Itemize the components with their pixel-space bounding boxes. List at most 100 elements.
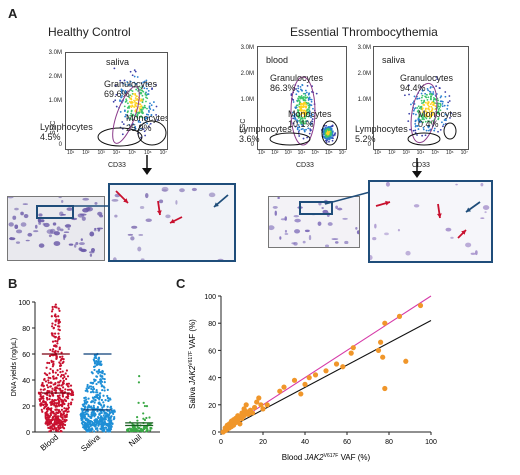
- cell-mark: [308, 234, 312, 241]
- flow-event-dot: [126, 81, 129, 83]
- data-point: [84, 405, 87, 408]
- data-point: [55, 411, 58, 414]
- arrow-icon: [157, 200, 162, 216]
- arrow-icon: [115, 190, 129, 204]
- cell-mark: [79, 242, 85, 246]
- data-point: [143, 427, 146, 431]
- flow-event-dot: [432, 98, 435, 101]
- flow-event-dot: [421, 107, 424, 110]
- data-point: [149, 429, 152, 432]
- data-point: [58, 419, 61, 423]
- flow-event-dot: [325, 129, 328, 132]
- data-point: [65, 377, 68, 381]
- flow-event-dot: [440, 121, 443, 124]
- cell-mark: [293, 241, 298, 246]
- flow-event-dot: [121, 121, 124, 123]
- arrow-icon: [457, 229, 467, 239]
- cell-mark: [58, 197, 62, 199]
- flow-event-dot: [446, 114, 449, 117]
- flow-event-dot: [130, 100, 133, 103]
- cell-mark: [208, 192, 216, 198]
- panel-c-letter: C: [176, 276, 186, 291]
- data-point: [42, 397, 45, 400]
- flow-event-dot: [420, 96, 423, 99]
- flow-event-dot: [422, 121, 425, 124]
- flow-event-dot: [303, 99, 305, 102]
- flow-event-dot: [301, 84, 304, 86]
- flow-event-dot: [424, 109, 427, 111]
- flow-event-dot: [324, 130, 327, 133]
- cell-mark: [20, 222, 27, 227]
- flow-event-dot: [298, 129, 301, 132]
- flow-event-dot: [128, 100, 131, 103]
- zoom-region-box: [299, 201, 333, 215]
- flow-event-dot: [290, 93, 293, 95]
- data-point: [87, 397, 90, 400]
- flow-event-dot: [128, 124, 131, 126]
- data-point: [102, 427, 105, 430]
- data-point: [63, 418, 66, 421]
- flow-event-dot: [142, 98, 145, 101]
- data-point: [149, 427, 153, 430]
- flow-event-dot: [437, 130, 439, 133]
- y-tick-label: 60: [22, 352, 30, 359]
- flow-event-dot: [131, 90, 134, 93]
- data-point: [45, 373, 48, 376]
- data-point: [52, 377, 55, 380]
- flow-event-dot: [139, 121, 142, 124]
- flow-event-dot: [420, 99, 423, 102]
- flow-event-dot: [125, 113, 127, 116]
- flow2-density: [269, 76, 339, 146]
- data-point: [66, 385, 70, 388]
- flow-event-dot: [119, 100, 121, 103]
- data-point: [59, 367, 62, 371]
- cell-mark: [23, 213, 29, 219]
- flow-event-dot: [420, 92, 423, 95]
- flow-event-dot: [145, 96, 147, 99]
- flow-event-dot: [427, 101, 430, 103]
- data-point: [302, 381, 308, 387]
- data-point: [298, 391, 304, 397]
- data-point: [260, 406, 266, 412]
- data-point: [89, 424, 92, 428]
- flow-event-dot: [444, 113, 447, 116]
- flow-event-dot: [323, 135, 325, 138]
- data-point: [63, 414, 66, 417]
- data-point: [40, 384, 43, 387]
- data-point: [101, 370, 104, 373]
- data-point: [41, 381, 44, 385]
- flow-event-dot: [296, 126, 299, 129]
- data-point: [67, 395, 70, 398]
- data-point: [142, 417, 145, 420]
- flow-event-dot: [139, 99, 142, 102]
- et-saliva-micrograph: [268, 196, 360, 248]
- flow-event-dot: [144, 134, 147, 137]
- data-point: [104, 412, 107, 415]
- data-point: [89, 391, 93, 394]
- data-point: [49, 381, 52, 384]
- data-point: [58, 384, 61, 387]
- flow-event-dot: [308, 109, 311, 112]
- data-point: [83, 421, 87, 424]
- data-point: [63, 423, 67, 427]
- flow-event-dot: [409, 128, 411, 131]
- flow-event-dot: [435, 76, 438, 78]
- flow-event-dot: [297, 85, 300, 87]
- data-point: [258, 402, 264, 408]
- cell-mark: [79, 249, 86, 251]
- flow-event-dot: [129, 70, 132, 73]
- flow-event-dot: [300, 111, 303, 114]
- data-point: [50, 360, 53, 364]
- flow2-xtick: 10⁷: [338, 150, 346, 156]
- flow-event-dot: [417, 128, 420, 130]
- flow-event-dot: [113, 67, 116, 70]
- data-point: [49, 367, 52, 371]
- data-point: [57, 411, 60, 414]
- data-point: [107, 427, 110, 430]
- flow-event-dot: [303, 122, 306, 125]
- flow2-ytick-3: 0: [250, 142, 254, 148]
- flow-event-dot: [426, 111, 429, 114]
- flow-event-dot: [433, 129, 436, 132]
- data-point: [60, 398, 63, 401]
- cell-mark: [470, 252, 476, 255]
